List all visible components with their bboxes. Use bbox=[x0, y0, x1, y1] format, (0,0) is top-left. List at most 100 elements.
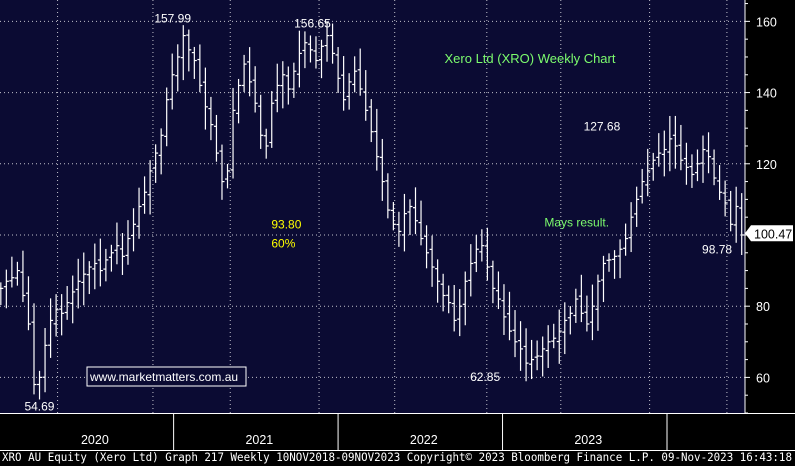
ohlc-bar bbox=[396, 211, 402, 247]
ohlc-bar bbox=[678, 124, 684, 171]
y-tick-label: 60 bbox=[756, 371, 770, 385]
ohlc-bar bbox=[97, 238, 103, 287]
ohlc-bar bbox=[86, 261, 92, 295]
ohlc-bar bbox=[728, 190, 734, 232]
ohlc-bar bbox=[656, 133, 662, 167]
watermark-link[interactable]: www.marketmatters.com.au bbox=[89, 370, 238, 384]
ohlc-bar bbox=[252, 66, 258, 113]
ohlc-bar bbox=[551, 323, 557, 349]
ohlc-bar bbox=[285, 66, 291, 105]
ohlc-bar bbox=[346, 73, 352, 110]
ohlc-bar bbox=[158, 128, 164, 175]
ohlc-bar bbox=[9, 256, 15, 288]
ohlc-bar bbox=[650, 152, 656, 181]
x-axis-panel bbox=[0, 413, 795, 466]
chart-annotation: 98.78 bbox=[702, 242, 732, 256]
ohlc-bar bbox=[700, 135, 706, 183]
chart-annotation: Mays result. bbox=[544, 216, 609, 230]
ohlc-bar bbox=[335, 47, 341, 93]
plot-area bbox=[0, 0, 745, 413]
y-tick-label: 80 bbox=[756, 300, 770, 314]
ohlc-bar bbox=[506, 291, 512, 341]
ohlc-bar bbox=[584, 295, 590, 332]
ohlc-bar bbox=[733, 186, 739, 243]
ohlc-bar bbox=[390, 201, 396, 231]
ohlc-bar bbox=[706, 132, 712, 174]
ohlc-bar bbox=[667, 115, 673, 172]
ohlc-bar bbox=[634, 186, 640, 227]
ohlc-bar bbox=[70, 275, 76, 324]
footer-caption: XRO AU Equity (Xero Ltd) Graph 217 Weekl… bbox=[2, 451, 792, 464]
ohlc-bar bbox=[490, 260, 496, 304]
ohlc-bar bbox=[352, 56, 358, 93]
ohlc-bar bbox=[385, 173, 391, 219]
ohlc-bar bbox=[164, 87, 170, 147]
watermark-box[interactable] bbox=[86, 366, 247, 387]
ohlc-bar bbox=[169, 53, 175, 110]
ohlc-bar bbox=[578, 274, 584, 323]
x-year-label: 2022 bbox=[410, 433, 438, 447]
ohlc-bar bbox=[208, 96, 214, 141]
ohlc-bar bbox=[114, 222, 120, 265]
ohlc-bar bbox=[291, 62, 297, 98]
x-year-label: 2021 bbox=[245, 433, 273, 447]
ohlc-bar bbox=[457, 289, 463, 337]
ohlc-bar bbox=[484, 227, 490, 281]
ohlc-bar bbox=[424, 225, 430, 269]
ohlc-bar bbox=[473, 234, 479, 273]
ohlc-bar bbox=[562, 302, 568, 355]
chart-annotation: 93.80 bbox=[271, 217, 301, 231]
x-year-label: 2020 bbox=[81, 433, 109, 447]
ohlc-bar bbox=[363, 70, 369, 121]
ohlc-bar bbox=[153, 144, 159, 183]
ohlc-bar bbox=[37, 370, 43, 400]
ohlc-bar bbox=[501, 284, 507, 335]
ohlc-bar bbox=[175, 44, 181, 92]
last-price-label: 100.47 bbox=[754, 227, 792, 241]
ohlc-bar bbox=[711, 149, 717, 186]
ohlc-bar bbox=[274, 63, 280, 113]
y-tick-label: 120 bbox=[756, 158, 777, 172]
ohlc-bar bbox=[330, 23, 336, 64]
ohlc-bar bbox=[717, 165, 723, 200]
ohlc-bar bbox=[147, 160, 153, 215]
ohlc-bar bbox=[534, 340, 540, 371]
ohlc-bar bbox=[125, 220, 131, 265]
ohlc-bar bbox=[573, 288, 579, 323]
ohlc-bar bbox=[661, 130, 667, 177]
ohlc-bar bbox=[219, 144, 225, 200]
ohlc-bar bbox=[567, 306, 573, 335]
ohlc-bar bbox=[495, 271, 501, 310]
ohlc-bar bbox=[739, 193, 745, 255]
ohlc-bar bbox=[694, 149, 700, 182]
ohlc-bar bbox=[418, 200, 424, 246]
ohlc-bar bbox=[512, 310, 518, 358]
ohlc-bar bbox=[14, 261, 20, 286]
ohlc-bar bbox=[269, 91, 275, 148]
ohlc-bar bbox=[42, 327, 48, 393]
ohlc-bar bbox=[683, 142, 689, 185]
ohlc-bar bbox=[600, 255, 606, 303]
ohlc-bar bbox=[108, 244, 114, 272]
ohlc-bar bbox=[379, 138, 385, 201]
ohlc-bar bbox=[435, 259, 441, 303]
ohlc-bar bbox=[136, 187, 142, 239]
x-year-label: 2023 bbox=[574, 433, 602, 447]
ohlc-bar bbox=[324, 21, 330, 62]
ohlc-bar bbox=[20, 250, 26, 303]
ohlc-bar bbox=[280, 61, 286, 109]
ohlc-bar bbox=[401, 193, 407, 252]
ohlc-bar bbox=[302, 31, 308, 69]
ohlc-bar bbox=[341, 56, 347, 111]
chart-title: Xero Ltd (XRO) Weekly Chart bbox=[445, 51, 616, 66]
y-tick-label: 140 bbox=[756, 87, 777, 101]
ohlc-bar bbox=[479, 229, 485, 262]
ohlc-bar bbox=[92, 243, 98, 290]
ohlc-bar bbox=[689, 154, 695, 188]
ohlc-bar bbox=[131, 208, 137, 252]
ohlc-bar bbox=[368, 99, 374, 143]
ohlc-bar bbox=[296, 30, 302, 88]
ohlc-bar bbox=[612, 250, 618, 279]
ohlc-bar bbox=[407, 199, 413, 236]
